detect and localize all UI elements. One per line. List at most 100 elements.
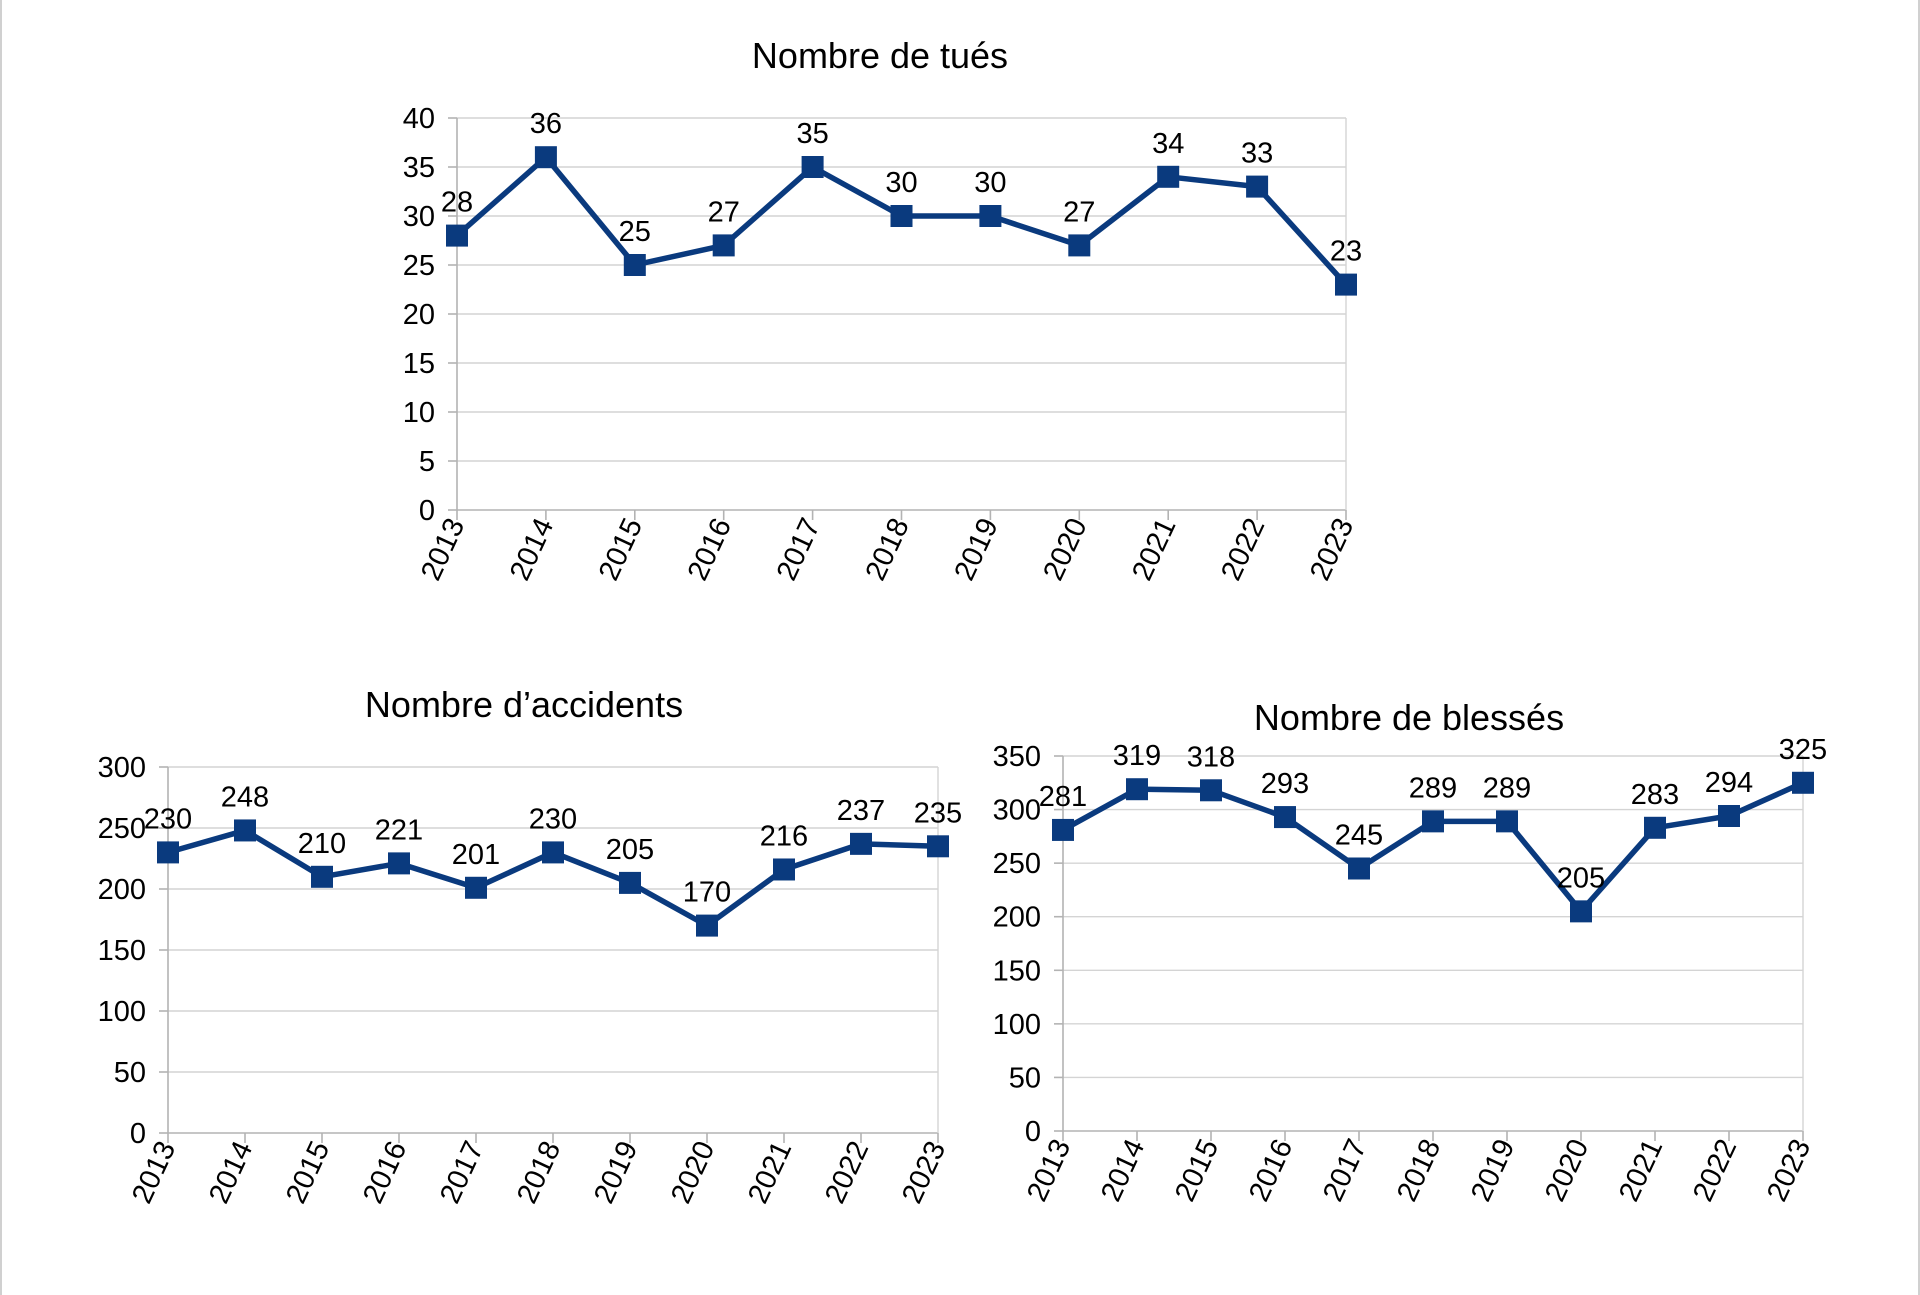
y-tick-label: 350: [993, 741, 1041, 773]
chart-nombre-de-blesses: Nombre de blessés 0 50 100 150 200 250 300 350 2…: [993, 697, 1828, 1206]
data-label: 230: [529, 803, 577, 835]
data-point-marker: [1496, 810, 1518, 833]
data-point-marker: [850, 832, 872, 855]
y-tick-label: 0: [419, 495, 435, 527]
data-point-marker: [388, 852, 410, 875]
y-tick-label: 300: [98, 752, 146, 784]
x-tick-label: 2017: [1317, 1134, 1373, 1206]
y-tick-label: 150: [993, 955, 1041, 987]
data-label: 248: [221, 781, 269, 813]
data-label: 30: [885, 167, 917, 199]
data-label: 281: [1039, 781, 1087, 813]
data-label: 34: [1152, 128, 1184, 160]
data-point-marker: [1335, 273, 1357, 296]
x-tick-label: 2018: [511, 1136, 567, 1208]
x-tick-label: 2021: [742, 1136, 798, 1208]
chart-title: Nombre de tués: [752, 35, 1008, 76]
data-point-marker: [1348, 857, 1370, 880]
x-tick-label: 2023: [896, 1136, 952, 1208]
data-label: 289: [1409, 772, 1457, 804]
x-tick-label: 2020: [665, 1136, 721, 1208]
data-point-marker: [1126, 778, 1148, 801]
data-label: 221: [375, 814, 423, 846]
y-tick-label: 150: [98, 935, 146, 967]
y-tick-label: 30: [403, 201, 435, 233]
data-point-marker: [927, 835, 949, 858]
x-tick-label: 2014: [1095, 1134, 1151, 1206]
chart-nombre-d-accidents: Nombre d’accidents 0 50 100 150 200 250 300 201…: [98, 684, 963, 1208]
x-tick-label: 2018: [1391, 1134, 1447, 1206]
data-label: 33: [1241, 138, 1273, 170]
data-point-marker: [234, 819, 256, 842]
data-label: 205: [1557, 862, 1605, 894]
x-tick-label: 2019: [588, 1136, 644, 1208]
data-label: 237: [837, 795, 885, 827]
x-tick-label: 2022: [819, 1136, 875, 1208]
y-tick-label: 50: [114, 1057, 146, 1089]
y-tick-label: 100: [98, 996, 146, 1028]
x-tick-label: 2022: [1215, 513, 1271, 585]
data-point-marker: [890, 205, 913, 227]
data-point-marker: [1157, 165, 1180, 188]
data-point-marker: [311, 865, 333, 888]
data-label: 318: [1187, 741, 1235, 773]
x-tick-label: 2015: [1169, 1134, 1225, 1206]
x-tick-label: 2023: [1761, 1134, 1817, 1206]
x-tick-label: 2018: [860, 513, 916, 585]
y-tick-label: 25: [403, 250, 435, 282]
y-tick-label: 5: [419, 446, 435, 478]
data-label: 205: [606, 834, 654, 866]
data-point-marker: [465, 876, 487, 899]
y-tick-label: 10: [403, 397, 435, 429]
data-point-marker: [1200, 779, 1222, 802]
data-point-marker: [446, 224, 468, 247]
x-tick-label: 2021: [1613, 1134, 1669, 1206]
y-tick-label: 250: [98, 813, 146, 845]
data-point-marker: [1570, 900, 1592, 923]
data-point-marker: [1422, 810, 1444, 833]
data-label: 283: [1631, 779, 1679, 811]
x-tick-label: 2014: [504, 513, 560, 585]
data-label: 289: [1483, 772, 1531, 804]
data-label: 235: [914, 797, 962, 829]
y-tick-label: 40: [403, 103, 435, 135]
x-tick-label: 2015: [593, 513, 649, 585]
data-label: 230: [144, 803, 192, 835]
y-tick-label: 200: [993, 902, 1041, 934]
data-label: 35: [796, 118, 828, 150]
data-label: 27: [708, 196, 740, 228]
data-label: 210: [298, 828, 346, 860]
data-label: 28: [441, 187, 473, 219]
data-point-marker: [157, 841, 179, 864]
data-point-marker: [1274, 806, 1296, 829]
chart-title: Nombre de blessés: [1254, 697, 1564, 738]
y-tick-label: 15: [403, 348, 435, 380]
x-tick-label: 2015: [280, 1136, 336, 1208]
x-tick-label: 2019: [1465, 1134, 1521, 1206]
data-point-marker: [1246, 175, 1269, 198]
data-point-marker: [1052, 818, 1074, 841]
x-tick-label: 2020: [1539, 1134, 1595, 1206]
data-label: 293: [1261, 768, 1309, 800]
y-tick-label: 250: [993, 848, 1041, 880]
data-point-marker: [1068, 234, 1091, 257]
data-point-marker: [801, 156, 824, 178]
data-label: 30: [974, 167, 1006, 199]
x-tick-label: 2022: [1687, 1134, 1743, 1206]
y-tick-label: 0: [130, 1118, 146, 1150]
data-point-marker: [619, 871, 641, 894]
y-tick-label: 50: [1009, 1062, 1041, 1094]
data-label: 201: [452, 839, 500, 871]
data-point-marker: [1792, 771, 1814, 794]
y-tick-label: 20: [403, 299, 435, 331]
data-point-marker: [1718, 805, 1740, 827]
data-point-marker: [773, 858, 795, 881]
y-tick-label: 200: [98, 874, 146, 906]
data-label: 23: [1330, 236, 1362, 268]
data-label: 294: [1705, 767, 1753, 799]
data-point-marker: [696, 914, 718, 937]
data-label: 27: [1063, 196, 1095, 228]
x-tick-label: 2016: [682, 513, 738, 585]
y-tick-label: 0: [1025, 1116, 1041, 1148]
